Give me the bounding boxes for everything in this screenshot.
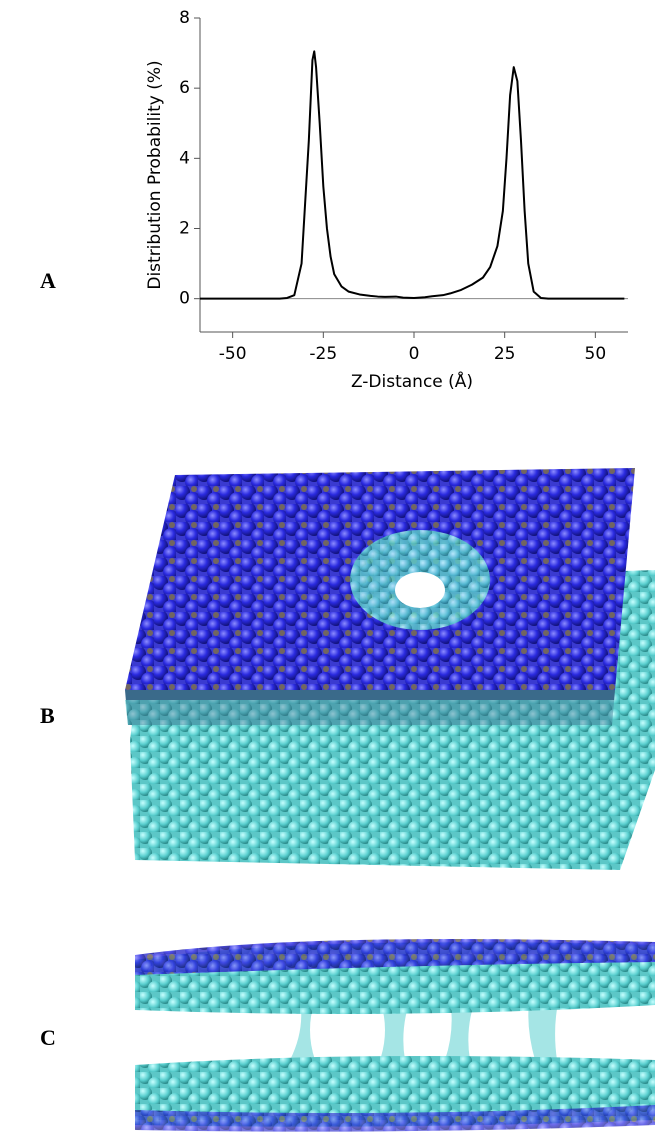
y-tick-label: 6 bbox=[179, 78, 190, 98]
panel-label: B bbox=[40, 703, 55, 728]
panel-label: C bbox=[40, 1025, 56, 1050]
y-tick-label: 2 bbox=[179, 219, 190, 239]
panel-label: A bbox=[40, 268, 56, 293]
y-axis-label: Distribution Probability (%) bbox=[145, 60, 165, 289]
membrane-render-c bbox=[135, 938, 655, 1132]
data-line bbox=[200, 50, 625, 300]
x-axis-label: Z-Distance (Å) bbox=[351, 370, 473, 392]
x-tick-label: -50 bbox=[219, 344, 247, 364]
y-tick-label: 8 bbox=[179, 8, 190, 28]
y-tick-label: 0 bbox=[179, 289, 190, 309]
x-tick-label: 50 bbox=[585, 344, 607, 364]
y-tick-label: 4 bbox=[179, 148, 190, 168]
x-tick-label: 25 bbox=[494, 344, 516, 364]
x-tick-label: 0 bbox=[409, 344, 420, 364]
x-tick-label: -25 bbox=[309, 344, 337, 364]
membrane-render-b bbox=[125, 468, 655, 870]
